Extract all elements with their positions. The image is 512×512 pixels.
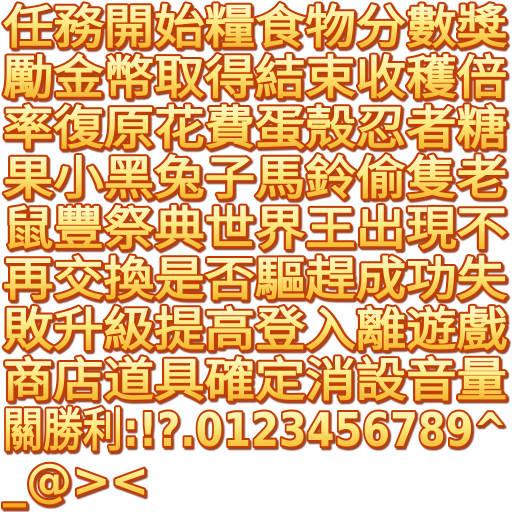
glyph-row: 商店道具確定消設音量 xyxy=(3,353,507,407)
glyph-row: 率復原花費蛋殼忍者糖 xyxy=(3,101,507,155)
glyph-row: 任務開始糧食物分數獎 xyxy=(3,0,508,54)
glyph-row: 再交換是否驅趕成功失 xyxy=(3,252,508,306)
glyph-row: 敗升級提高登入離遊戲 xyxy=(3,302,507,356)
glyph-row: 勵金幣取得結束收穫倍 xyxy=(3,50,507,104)
glyph-row: 鼠豐祭典世界王出現不 xyxy=(3,202,507,256)
glyph-row: 果小黑兔子馬鈴偷隻老 xyxy=(3,151,507,205)
glyph-row: 關勝利:!?.0123456789^ xyxy=(3,403,507,457)
glyph-row: _@>< xyxy=(3,454,149,508)
